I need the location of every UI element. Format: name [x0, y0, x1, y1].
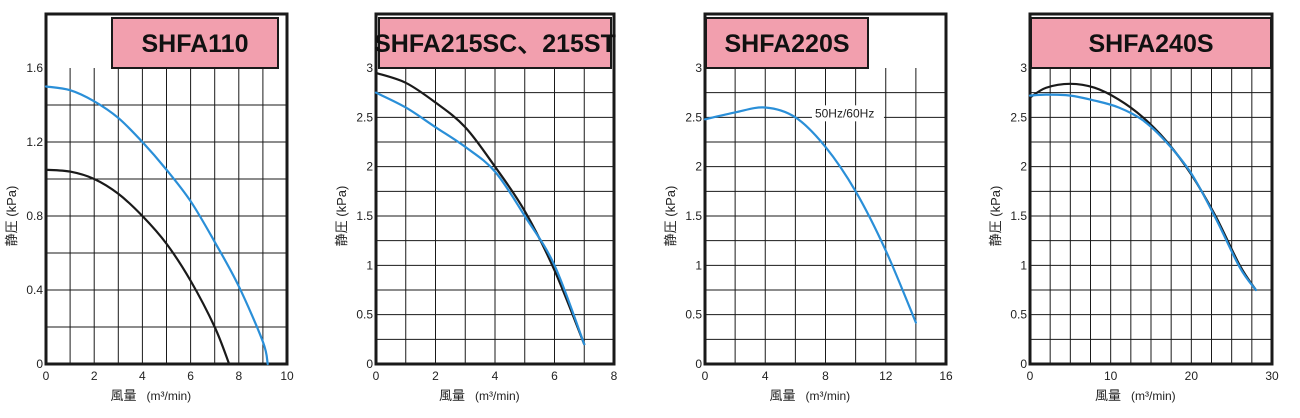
series-line-2: [1028, 93, 1257, 292]
x-tick-label: 20: [1185, 369, 1199, 383]
series-line-1: [374, 71, 586, 346]
x-tick-label: 4: [492, 369, 499, 383]
x-tick-label: 12: [879, 369, 893, 383]
series-line-2: [374, 91, 586, 346]
y-tick-label: 0: [366, 357, 373, 371]
x-tick-label: 0: [702, 369, 709, 383]
annotation-label: 50Hz/60Hz: [815, 106, 874, 120]
x-axis-label: 風量: [439, 388, 465, 403]
chart-title: SHFA220S: [724, 30, 849, 58]
chart-title-box: [1030, 17, 1272, 69]
x-tick-label: 8: [611, 369, 618, 383]
y-tick-label: 0: [36, 357, 43, 371]
y-tick-label: 1.2: [26, 135, 43, 149]
y-tick-label: 2: [695, 160, 702, 174]
x-tick-label: 4: [139, 369, 146, 383]
chart-frame: [374, 12, 616, 366]
x-axis-unit: (m³/min): [806, 389, 851, 403]
chart-title-box: [111, 17, 279, 69]
x-tick-label: 10: [1104, 369, 1118, 383]
x-axis-label: 風量: [110, 388, 136, 403]
series-line-1: [703, 106, 917, 324]
x-tick-label: 0: [1027, 369, 1034, 383]
y-tick-label: 1: [695, 258, 702, 272]
y-tick-label: 3: [1020, 61, 1027, 75]
x-tick-label: 8: [235, 369, 242, 383]
y-tick-label: 1: [366, 258, 373, 272]
y-tick-label: 2.5: [685, 110, 702, 124]
x-tick-label: 0: [43, 369, 50, 383]
chart-title-box: [378, 17, 612, 69]
y-tick-label: 0.8: [26, 209, 43, 223]
x-tick-label: 30: [1265, 369, 1279, 383]
y-tick-label: 0: [695, 357, 702, 371]
y-tick-label: 3: [366, 61, 373, 75]
chart-title: SHFA240S: [1088, 30, 1213, 58]
y-tick-label: 0.4: [26, 283, 43, 297]
x-tick-label: 10: [280, 369, 294, 383]
x-axis-label: 風量: [1095, 388, 1121, 403]
y-tick-label: 0: [1020, 357, 1027, 371]
x-tick-label: 2: [432, 369, 439, 383]
y-axis-label: 静圧 (kPa): [663, 186, 678, 247]
chart-panel-2: SHFA215SC、215ST 0 0.5 1 1.5 2 2.5 3 0 2 4 6 8 静圧 (kPa…: [334, 12, 618, 403]
x-tick-label: 2: [91, 369, 98, 383]
annotation-background: [811, 105, 884, 122]
y-tick-label: 1.5: [685, 209, 702, 223]
chart-panel-1: SHFA110 0 0.4 0.8 1.2 1.6 0 2 4 6 8 10 静圧 (kPa) 風量 (m³…: [4, 12, 294, 403]
y-axis-label: 静圧 (kPa): [4, 186, 19, 247]
chart-title: SHFA215SC、215ST: [374, 30, 616, 58]
y-tick-label: 1: [1020, 258, 1027, 272]
x-tick-label: 4: [762, 369, 769, 383]
y-tick-label: 1.6: [26, 61, 43, 75]
x-tick-label: 16: [939, 369, 953, 383]
y-tick-label: 2.5: [356, 110, 373, 124]
chart-frame: [1028, 12, 1274, 366]
x-tick-label: 6: [551, 369, 558, 383]
chart-panel-3: SHFA220S 0 0.5 1 1.5 2 2.5 3 0 4 8 12 16 静圧 (kPa) 風量 (m…: [663, 12, 953, 403]
y-axis-label: 静圧 (kPa): [988, 186, 1003, 247]
y-tick-label: 2.5: [1010, 110, 1027, 124]
series-line-1: [1028, 82, 1257, 292]
y-tick-label: 0.5: [685, 308, 702, 322]
x-axis-unit: (m³/min): [475, 389, 520, 403]
x-axis-unit: (m³/min): [147, 389, 192, 403]
y-axis-label: 静圧 (kPa): [334, 186, 349, 247]
y-tick-label: 0.5: [1010, 308, 1027, 322]
x-tick-label: 8: [822, 369, 829, 383]
x-axis-label: 風量: [769, 388, 795, 403]
y-tick-label: 2: [366, 160, 373, 174]
series-line-2: [44, 85, 269, 366]
y-tick-label: 1.5: [1010, 209, 1027, 223]
x-axis-unit: (m³/min): [1131, 389, 1176, 403]
chart-frame: [703, 12, 948, 366]
series-line-1: [44, 168, 231, 366]
chart-frame: [44, 12, 289, 366]
y-tick-label: 1.5: [356, 209, 373, 223]
x-tick-label: 0: [373, 369, 380, 383]
chart-title: SHFA110: [141, 30, 248, 58]
y-tick-label: 3: [695, 61, 702, 75]
y-tick-label: 0.5: [356, 308, 373, 322]
chart-title-box: [705, 17, 869, 69]
x-tick-label: 6: [187, 369, 194, 383]
y-tick-label: 2: [1020, 160, 1027, 174]
